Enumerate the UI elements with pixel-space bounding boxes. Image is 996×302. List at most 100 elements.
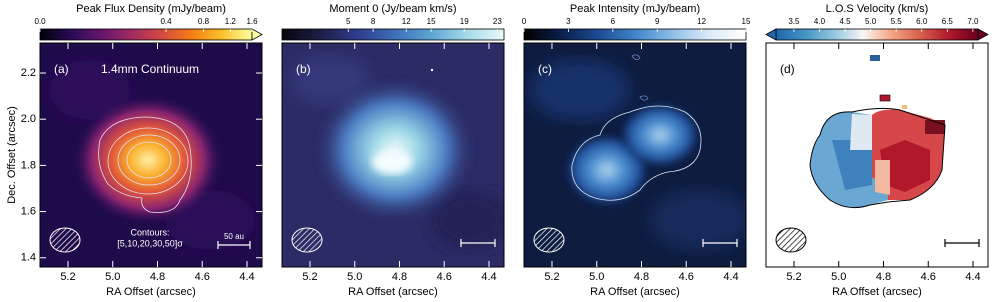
panel-label: (a): [54, 62, 69, 76]
beam: [533, 227, 565, 253]
colorbar-tick-label: 0.4: [160, 17, 172, 26]
panel-label: (d): [780, 62, 795, 76]
contour: [98, 116, 192, 213]
x-tick-label: 4.4: [239, 271, 254, 283]
x-tick-label: 5.0: [831, 271, 846, 283]
x-tick-label: 4.8: [392, 271, 407, 283]
axes-frame: [39, 42, 263, 268]
contour: [571, 105, 702, 201]
colorbar: [39, 28, 253, 41]
colorbar-tick-label: 4.5: [839, 17, 851, 26]
colorbar: [281, 28, 505, 41]
y-tick-label: 1.8: [21, 159, 36, 171]
y-tick-label: 1.6: [21, 205, 36, 217]
x-tick-label: 4.8: [634, 271, 649, 283]
x-tick-label: 5.0: [347, 271, 362, 283]
colorbar-title: Moment 0 (Jy/beam km/s): [329, 3, 456, 15]
contour: [117, 134, 181, 186]
x-axis-label: RA Offset (arcsec): [106, 286, 196, 298]
colorbar-tick-label: 0.8: [198, 17, 210, 26]
colorbar-tick-label: 5.0: [865, 17, 877, 26]
axes-frame: [765, 42, 989, 268]
colorbar-tick-label: 12: [697, 17, 706, 26]
scale-bar: [702, 239, 738, 247]
colorbar-tick-label: 6.0: [916, 17, 928, 26]
colorbar-tick-label: 6.5: [942, 17, 954, 26]
emission-peak: [372, 150, 412, 174]
colorbar-tick-label: 3.5: [788, 17, 800, 26]
x-tick-label: 4.6: [195, 271, 210, 283]
x-axis-label: RA Offset (arcsec): [832, 286, 922, 298]
colorbar-title: Peak Flux Density (mJy/beam): [76, 3, 226, 15]
emission: [315, 78, 475, 222]
x-tick-label: 5.2: [544, 271, 559, 283]
axes-frame: [281, 42, 505, 268]
colorbar-tick-label: 5: [346, 17, 351, 26]
contour: [631, 54, 649, 101]
y-tick-label: 2.2: [21, 67, 36, 79]
annotation: 1.4mm Continuum: [101, 62, 199, 76]
y-tick-label: 2.0: [21, 113, 36, 125]
x-tick-label: 4.4: [481, 271, 496, 283]
contours: [98, 116, 192, 213]
colorbar-tick-label: 0.0: [34, 17, 46, 26]
blueshifted: [870, 55, 880, 61]
contour: [107, 127, 189, 195]
contour: [809, 107, 946, 209]
colorbar-tick-label: 19: [460, 17, 469, 26]
redshifted: [880, 140, 930, 192]
x-axis-label: RA Offset (arcsec): [348, 286, 438, 298]
scale-bar: [944, 239, 980, 247]
y-tick-label: 1.4: [21, 252, 36, 264]
colorbar-tick-label: 9: [655, 17, 660, 26]
beam: [775, 227, 807, 253]
systemic: [850, 114, 872, 150]
x-axis-label: RA Offset (arcsec): [590, 286, 680, 298]
x-tick-label: 5.2: [60, 271, 75, 283]
colorbar-tick-label: 4.0: [814, 17, 826, 26]
x-tick-label: 4.8: [876, 271, 891, 283]
x-tick-label: 5.2: [302, 271, 317, 283]
image-c: [524, 43, 746, 267]
scale-bar: [460, 239, 496, 247]
contour-title: Contours:: [130, 227, 169, 237]
colorbar-extend: [251, 28, 263, 41]
x-tick-label: 4.6: [437, 271, 452, 283]
image-d: [766, 43, 988, 267]
noise: [530, 60, 630, 120]
contour: [126, 141, 172, 179]
noise: [430, 190, 504, 250]
colorbar-tick-label: 1.2: [225, 17, 237, 26]
colorbar-tick-label: 7.0: [967, 17, 979, 26]
colorbar-tick-label: 15: [742, 17, 751, 26]
noise: [650, 190, 746, 250]
x-tick-label: 5.2: [786, 271, 801, 283]
emission: [620, 103, 700, 167]
colorbar-tick-label: 15: [427, 17, 436, 26]
beam: [291, 227, 323, 253]
colorbar-tick-label: 3: [566, 17, 571, 26]
image-b: [282, 43, 504, 267]
y-axis-label: Dec. Offset (arcsec): [6, 106, 18, 204]
x-tick-label: 4.4: [965, 271, 980, 283]
colorbar-tick-label: 5.5: [891, 17, 903, 26]
redshifted: [875, 160, 890, 195]
colorbar-title: L.O.S Velocity (km/s): [826, 3, 929, 15]
colorbar-extend: [765, 28, 777, 41]
image-a: [40, 43, 262, 267]
axes-frame: [523, 42, 747, 268]
colorbar-tick-label: 6: [611, 17, 616, 26]
colorbar: [523, 28, 747, 41]
x-tick-label: 4.4: [723, 271, 738, 283]
redshifted: [879, 94, 891, 102]
colorbar-tick-label: 1.6: [246, 17, 258, 26]
emission: [73, 95, 223, 225]
noise: [430, 68, 434, 72]
colorbar-tick-label: 0: [522, 17, 527, 26]
contour-levels: [5,10,20,30,50]σ: [117, 238, 183, 248]
x-tick-label: 5.0: [589, 271, 604, 283]
x-tick-label: 4.6: [921, 271, 936, 283]
